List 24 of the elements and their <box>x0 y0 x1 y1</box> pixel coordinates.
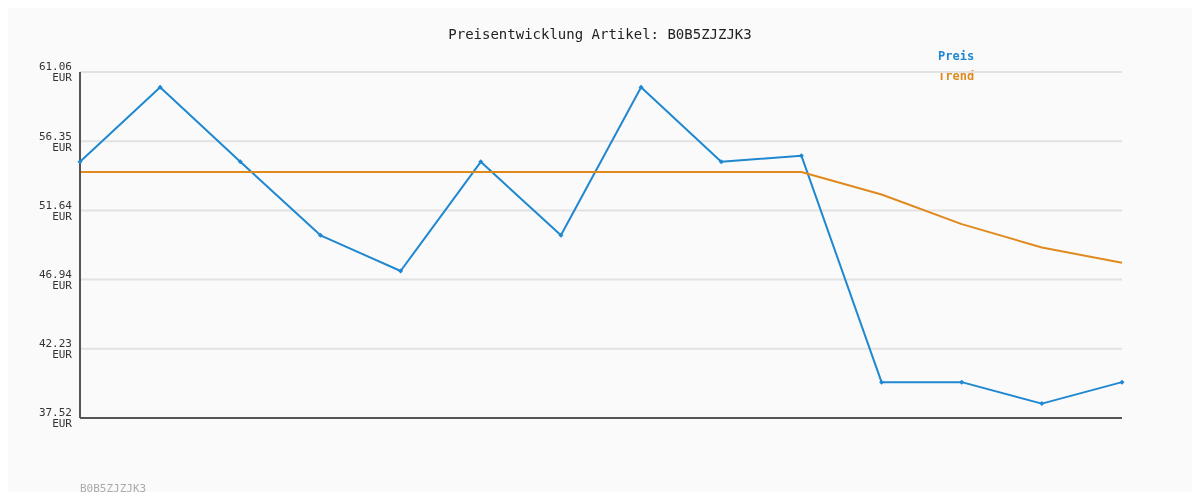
point <box>798 153 804 159</box>
y-tick-label: 42.23 EUR <box>38 337 73 362</box>
y-tick-label: 46.94 EUR <box>38 267 73 292</box>
point <box>478 159 484 165</box>
y-tick-label: 61.06 EUR <box>38 60 73 85</box>
text: B0B5ZJZJK3 <box>80 482 147 495</box>
point <box>959 379 965 385</box>
point <box>1039 401 1045 407</box>
y-tick-label: 56.35 EUR <box>38 129 73 154</box>
y-tick-label: 51.64 EUR <box>38 198 73 223</box>
point <box>157 84 163 90</box>
point <box>558 232 564 238</box>
line-series <box>79 170 1123 264</box>
point <box>237 159 243 165</box>
text: Preis <box>938 48 975 65</box>
point <box>317 232 323 238</box>
y-tick-label: 37.52 EUR <box>38 406 73 431</box>
chart-title: Preisentwicklung Artikel: B0B5ZJZJK3 <box>447 26 753 42</box>
point <box>718 159 724 165</box>
point <box>638 84 644 90</box>
point <box>1119 379 1125 385</box>
point <box>879 379 885 385</box>
point <box>398 268 404 274</box>
point <box>77 159 83 165</box>
